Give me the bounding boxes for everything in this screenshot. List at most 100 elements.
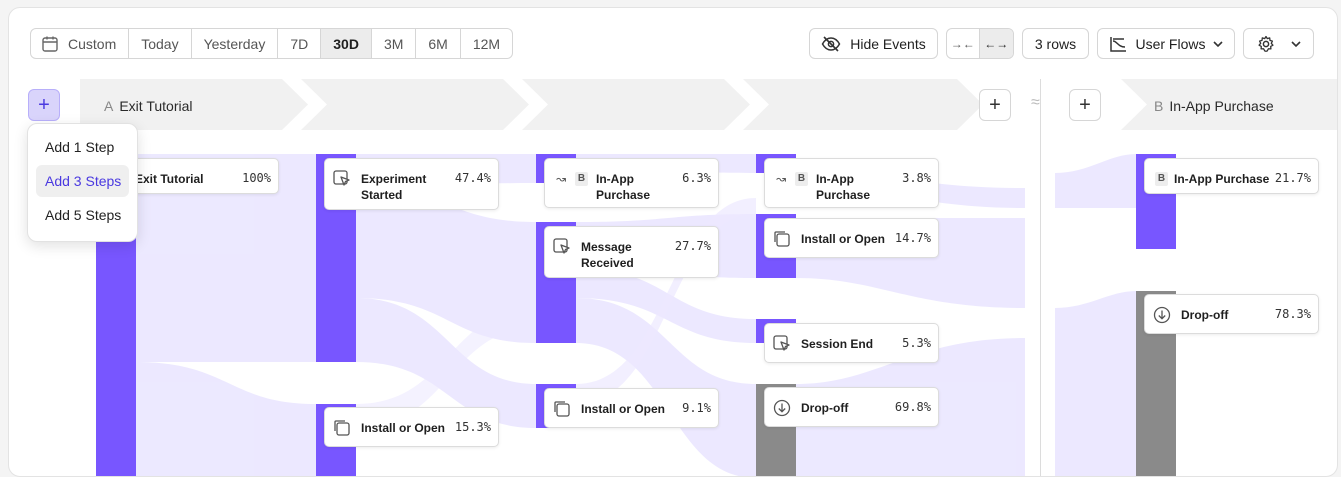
date-range-custom[interactable]: Custom xyxy=(31,29,130,58)
node-dropoff-3[interactable]: Drop-off 69.8% xyxy=(764,387,939,427)
node-percent: 5.3% xyxy=(902,336,931,350)
cursor-click-icon xyxy=(773,335,790,351)
step-badge: B xyxy=(1155,172,1168,186)
rows-button[interactable]: 3 rows xyxy=(1022,28,1089,59)
step-header-2 xyxy=(522,79,750,130)
rows-label: 3 rows xyxy=(1034,35,1077,52)
node-experiment-started[interactable]: Experiment Started 47.4% xyxy=(324,158,499,210)
date-range-12m[interactable]: 12M xyxy=(472,35,501,52)
date-range-selector: Custom Today Yesterday 7D 30D 3M 6M 12M xyxy=(30,28,514,59)
node-name: Drop-off xyxy=(1181,308,1229,322)
step-letter: A xyxy=(104,98,114,114)
node-dropoff-end[interactable]: Drop-off 78.3% xyxy=(1144,294,1319,334)
step-letter: B xyxy=(1154,98,1164,114)
gear-icon xyxy=(1257,35,1274,52)
node-percent: 14.7% xyxy=(894,231,931,245)
node-in-app-purchase-3[interactable]: ↝ B In-App Purchase 3.8% xyxy=(764,158,939,208)
collapsed-steps-divider xyxy=(1040,79,1041,476)
date-range-yesterday[interactable]: Yesterday xyxy=(192,29,279,58)
copy-icon xyxy=(774,231,790,247)
arrows-inward-icon: →← xyxy=(950,36,975,51)
calendar-icon xyxy=(42,36,58,52)
node-message-received[interactable]: Message Received 27.7% xyxy=(544,226,719,278)
view-type-dropdown[interactable]: User Flows xyxy=(1097,28,1235,59)
date-range-custom-label: Custom xyxy=(68,35,117,52)
plus-icon: + xyxy=(38,93,50,116)
date-range-30d[interactable]: 30D xyxy=(321,29,372,58)
cursor-click-icon xyxy=(553,238,570,254)
step-header-1 xyxy=(301,79,529,130)
add-3-steps-option[interactable]: Add 3 Steps xyxy=(36,165,129,197)
node-percent: 3.8% xyxy=(902,171,931,185)
chevron-down-icon xyxy=(1212,40,1223,47)
flows-chart-icon xyxy=(1110,36,1127,52)
step-badge: B xyxy=(795,172,808,186)
node-name: Message Received xyxy=(581,240,634,270)
step-name: In-App Purchase xyxy=(1169,98,1274,114)
arrow-down-circle-icon xyxy=(773,399,791,417)
node-install-open-1[interactable]: Install or Open 15.3% xyxy=(324,407,499,447)
add-steps-before-end-button[interactable]: + xyxy=(1069,89,1101,121)
step-header-start xyxy=(80,79,308,130)
step-header-end xyxy=(1121,79,1337,130)
chevron-down-icon xyxy=(1290,40,1301,47)
flow-direction-toggle: →← ←→ xyxy=(946,28,1014,59)
node-in-app-purchase-2[interactable]: ↝ B In-App Purchase 6.3% xyxy=(544,158,719,208)
node-name: Experiment Started xyxy=(361,172,427,202)
node-percent: 47.4% xyxy=(454,171,491,185)
step-header-start-label: A Exit Tutorial xyxy=(104,98,192,114)
node-percent: 9.1% xyxy=(682,401,711,415)
add-5-steps-option[interactable]: Add 5 Steps xyxy=(45,207,122,223)
node-percent: 100% xyxy=(242,171,271,185)
node-name: Exit Tutorial xyxy=(135,172,204,186)
date-range-today[interactable]: Today xyxy=(129,29,192,58)
hide-events-label: Hide Events xyxy=(850,35,926,52)
plus-icon: + xyxy=(989,93,1001,116)
eye-off-icon xyxy=(821,35,841,52)
arrow-down-circle-icon xyxy=(1153,306,1171,324)
add-steps-after-button[interactable]: + xyxy=(979,89,1011,121)
plus-icon: + xyxy=(1079,93,1091,116)
redirect-arrow-icon: ↝ xyxy=(776,172,787,186)
add-steps-before-button[interactable]: + xyxy=(28,89,60,121)
view-type-label: User Flows xyxy=(1135,35,1206,52)
node-percent: 78.3% xyxy=(1274,307,1311,321)
user-flows-panel: Custom Today Yesterday 7D 30D 3M 6M 12M … xyxy=(8,7,1338,477)
cursor-click-icon xyxy=(333,170,350,186)
node-in-app-purchase-end[interactable]: B In-App Purchase 21.7% xyxy=(1144,158,1319,194)
node-percent: 69.8% xyxy=(894,400,931,414)
collapse-flow-button[interactable]: →← xyxy=(947,29,980,58)
settings-dropdown[interactable] xyxy=(1243,28,1314,59)
node-name: In-App Purchase xyxy=(596,172,651,202)
node-install-open-2[interactable]: Install or Open 9.1% xyxy=(544,388,719,428)
node-session-end[interactable]: Session End 5.3% xyxy=(764,323,939,363)
step-name: Exit Tutorial xyxy=(119,98,193,114)
add-1-step-option[interactable]: Add 1 Step xyxy=(45,139,115,155)
node-percent: 15.3% xyxy=(454,420,491,434)
expand-flow-button[interactable]: ←→ xyxy=(979,29,1013,58)
add-steps-menu: Add 1 Step Add 3 Steps Add 5 Steps xyxy=(27,123,138,242)
arrows-outward-icon: ←→ xyxy=(984,36,1009,51)
collapsed-steps-icon: ≈ xyxy=(1031,94,1040,111)
step-badge: B xyxy=(575,172,588,186)
copy-icon xyxy=(554,401,570,417)
hide-events-button[interactable]: Hide Events xyxy=(809,28,938,59)
date-range-3m[interactable]: 3M xyxy=(372,29,417,58)
node-name: Install or Open xyxy=(361,421,446,435)
node-name: In-App Purchase xyxy=(1174,172,1270,186)
redirect-arrow-icon: ↝ xyxy=(556,172,567,186)
node-name: Install or Open xyxy=(801,232,886,246)
node-name: Drop-off xyxy=(801,401,849,415)
node-percent: 6.3% xyxy=(682,171,711,185)
node-percent: 21.7% xyxy=(1274,171,1311,185)
node-name: In-App Purchase xyxy=(816,172,871,202)
copy-icon xyxy=(334,420,350,436)
node-percent: 27.7% xyxy=(674,239,711,253)
date-range-6m[interactable]: 6M xyxy=(416,29,461,58)
node-install-open-3[interactable]: Install or Open 14.7% xyxy=(764,218,939,258)
node-name: Session End xyxy=(801,337,874,351)
date-range-7d[interactable]: 7D xyxy=(278,29,322,58)
step-header-end-label: B In-App Purchase xyxy=(1154,98,1274,114)
node-name: Install or Open xyxy=(581,402,666,416)
step-header-3 xyxy=(743,79,983,130)
